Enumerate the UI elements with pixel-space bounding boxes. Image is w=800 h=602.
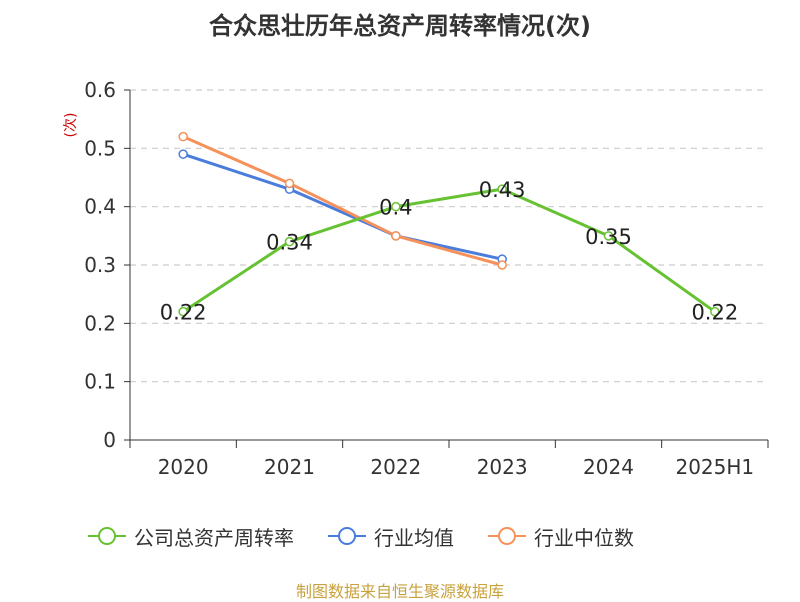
y-tick-label: 0 [103, 428, 116, 452]
chart-title: 合众思壮历年总资产周转率情况(次) [209, 12, 591, 40]
x-tick-label: 2022 [370, 455, 421, 479]
data-point-0 [284, 236, 295, 247]
legend-label-industry-median: 行业中位数 [534, 525, 634, 550]
data-point-2 [284, 178, 295, 189]
y-tick-label: 0.6 [84, 78, 116, 102]
legend-item-company[interactable]: 公司总资产周转率 [88, 522, 294, 551]
chart-legend: 公司总资产周转率 行业均值 行业中位数 [88, 520, 634, 552]
data-label: 0.22 [691, 301, 738, 325]
legend-swatch-company [88, 527, 126, 545]
data-point-0 [497, 184, 507, 194]
data-point-1 [178, 149, 188, 159]
legend-swatch-industry-median [488, 527, 526, 545]
x-tick-label: 2020 [158, 455, 209, 479]
data-label: 0.22 [160, 301, 207, 325]
y-tick-label: 0.4 [84, 195, 116, 219]
legend-item-industry-avg[interactable]: 行业均值 [328, 522, 454, 551]
x-tick-label: 2023 [477, 455, 528, 479]
data-label: 0.43 [479, 178, 526, 202]
y-tick-label: 0.1 [84, 370, 116, 394]
x-tick-label: 2025H1 [675, 455, 754, 479]
data-point-0 [710, 306, 720, 317]
y-tick-label: 0.5 [84, 136, 116, 160]
legend-label-industry-avg: 行业均值 [374, 525, 454, 550]
x-tick-label: 2024 [583, 455, 634, 479]
data-point-2 [391, 231, 401, 241]
y-axis-unit-label: (次) [63, 113, 79, 138]
legend-swatch-industry-avg [328, 527, 366, 545]
data-point-2 [178, 131, 188, 142]
data-source-note: 制图数据来自恒生聚源数据库 [295, 582, 504, 601]
data-point-0 [178, 306, 188, 317]
series-line-2 [182, 135, 503, 267]
data-point-0 [603, 231, 614, 241]
data-label: 0.35 [585, 225, 632, 249]
data-point-0 [391, 201, 401, 212]
y-tick-label: 0.3 [84, 253, 116, 277]
legend-item-industry-median[interactable]: 行业中位数 [488, 522, 634, 551]
y-tick-label: 0.2 [84, 311, 116, 335]
legend-label-company: 公司总资产周转率 [134, 525, 294, 550]
data-point-2 [497, 260, 507, 270]
data-label: 0.34 [266, 231, 313, 255]
series-line-0 [182, 187, 716, 313]
series-line-1 [182, 152, 503, 261]
data-label: 0.4 [379, 196, 412, 220]
x-tick-label: 2021 [264, 455, 315, 479]
